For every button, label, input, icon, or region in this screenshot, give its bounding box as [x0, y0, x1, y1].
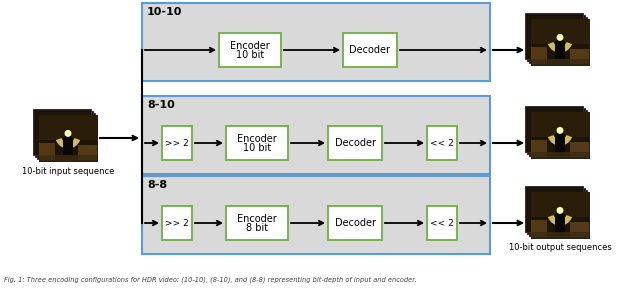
Text: Encoder: Encoder: [230, 41, 270, 51]
FancyBboxPatch shape: [531, 112, 589, 158]
FancyBboxPatch shape: [343, 33, 397, 67]
FancyBboxPatch shape: [39, 115, 97, 161]
FancyBboxPatch shape: [570, 49, 589, 64]
Text: << 2: << 2: [430, 139, 454, 147]
Wedge shape: [548, 215, 572, 226]
FancyBboxPatch shape: [33, 109, 91, 155]
FancyBboxPatch shape: [527, 108, 585, 154]
FancyBboxPatch shape: [531, 47, 547, 64]
FancyBboxPatch shape: [529, 190, 587, 236]
Text: Decoder: Decoder: [349, 45, 390, 55]
FancyBboxPatch shape: [525, 106, 583, 152]
Text: 10-bit output sequences: 10-bit output sequences: [509, 243, 611, 252]
FancyBboxPatch shape: [531, 192, 589, 238]
FancyBboxPatch shape: [570, 142, 589, 157]
Circle shape: [556, 133, 564, 141]
FancyBboxPatch shape: [531, 140, 547, 157]
FancyBboxPatch shape: [570, 222, 589, 237]
FancyBboxPatch shape: [531, 152, 589, 158]
FancyBboxPatch shape: [35, 111, 93, 157]
FancyBboxPatch shape: [162, 126, 192, 160]
FancyBboxPatch shape: [531, 192, 589, 217]
FancyBboxPatch shape: [39, 115, 97, 140]
Text: Encoder: Encoder: [237, 134, 277, 144]
Text: Decoder: Decoder: [335, 218, 376, 228]
Text: 10 bit: 10 bit: [243, 143, 271, 153]
FancyBboxPatch shape: [529, 110, 587, 156]
Text: << 2: << 2: [430, 219, 454, 228]
FancyBboxPatch shape: [328, 206, 382, 240]
Circle shape: [556, 213, 564, 221]
FancyBboxPatch shape: [531, 112, 589, 158]
FancyBboxPatch shape: [63, 138, 73, 157]
Wedge shape: [548, 135, 572, 145]
Text: >> 2: >> 2: [165, 139, 189, 147]
FancyBboxPatch shape: [556, 42, 564, 61]
Circle shape: [557, 208, 563, 213]
FancyBboxPatch shape: [531, 19, 589, 65]
FancyBboxPatch shape: [531, 232, 589, 238]
FancyBboxPatch shape: [226, 206, 288, 240]
FancyBboxPatch shape: [527, 15, 585, 61]
Circle shape: [557, 35, 563, 40]
FancyBboxPatch shape: [226, 126, 288, 160]
FancyBboxPatch shape: [39, 143, 55, 160]
Text: 8-8: 8-8: [147, 180, 167, 190]
Wedge shape: [56, 138, 80, 149]
FancyBboxPatch shape: [39, 115, 97, 161]
FancyBboxPatch shape: [79, 145, 97, 160]
Text: 10 bit: 10 bit: [236, 50, 264, 60]
Text: 8-10: 8-10: [147, 100, 175, 110]
FancyBboxPatch shape: [427, 126, 457, 160]
Circle shape: [65, 131, 71, 136]
FancyBboxPatch shape: [525, 13, 583, 59]
FancyBboxPatch shape: [531, 19, 589, 44]
Text: 10-10: 10-10: [147, 7, 182, 17]
FancyBboxPatch shape: [142, 176, 490, 254]
Circle shape: [64, 136, 72, 144]
FancyBboxPatch shape: [142, 96, 490, 174]
FancyBboxPatch shape: [531, 19, 589, 65]
Text: >> 2: >> 2: [165, 219, 189, 228]
FancyBboxPatch shape: [37, 113, 95, 159]
Text: Fig. 1: Three encoding configurations for HDR video: (10-10), (8-10), and (8-8) : Fig. 1: Three encoding configurations fo…: [4, 276, 417, 283]
Circle shape: [557, 128, 563, 133]
FancyBboxPatch shape: [556, 215, 564, 234]
Wedge shape: [548, 42, 572, 53]
Circle shape: [556, 40, 564, 48]
FancyBboxPatch shape: [527, 188, 585, 234]
FancyBboxPatch shape: [531, 192, 589, 238]
FancyBboxPatch shape: [39, 156, 97, 161]
Text: Encoder: Encoder: [237, 214, 277, 224]
FancyBboxPatch shape: [219, 33, 281, 67]
FancyBboxPatch shape: [556, 135, 564, 154]
FancyBboxPatch shape: [142, 3, 490, 81]
FancyBboxPatch shape: [531, 219, 547, 237]
FancyBboxPatch shape: [162, 206, 192, 240]
FancyBboxPatch shape: [531, 60, 589, 65]
Text: 8 bit: 8 bit: [246, 223, 268, 233]
Text: 10-bit input sequence: 10-bit input sequence: [22, 167, 114, 176]
FancyBboxPatch shape: [328, 126, 382, 160]
FancyBboxPatch shape: [529, 17, 587, 63]
FancyBboxPatch shape: [531, 112, 589, 137]
FancyBboxPatch shape: [525, 186, 583, 232]
FancyBboxPatch shape: [427, 206, 457, 240]
Text: Decoder: Decoder: [335, 138, 376, 148]
